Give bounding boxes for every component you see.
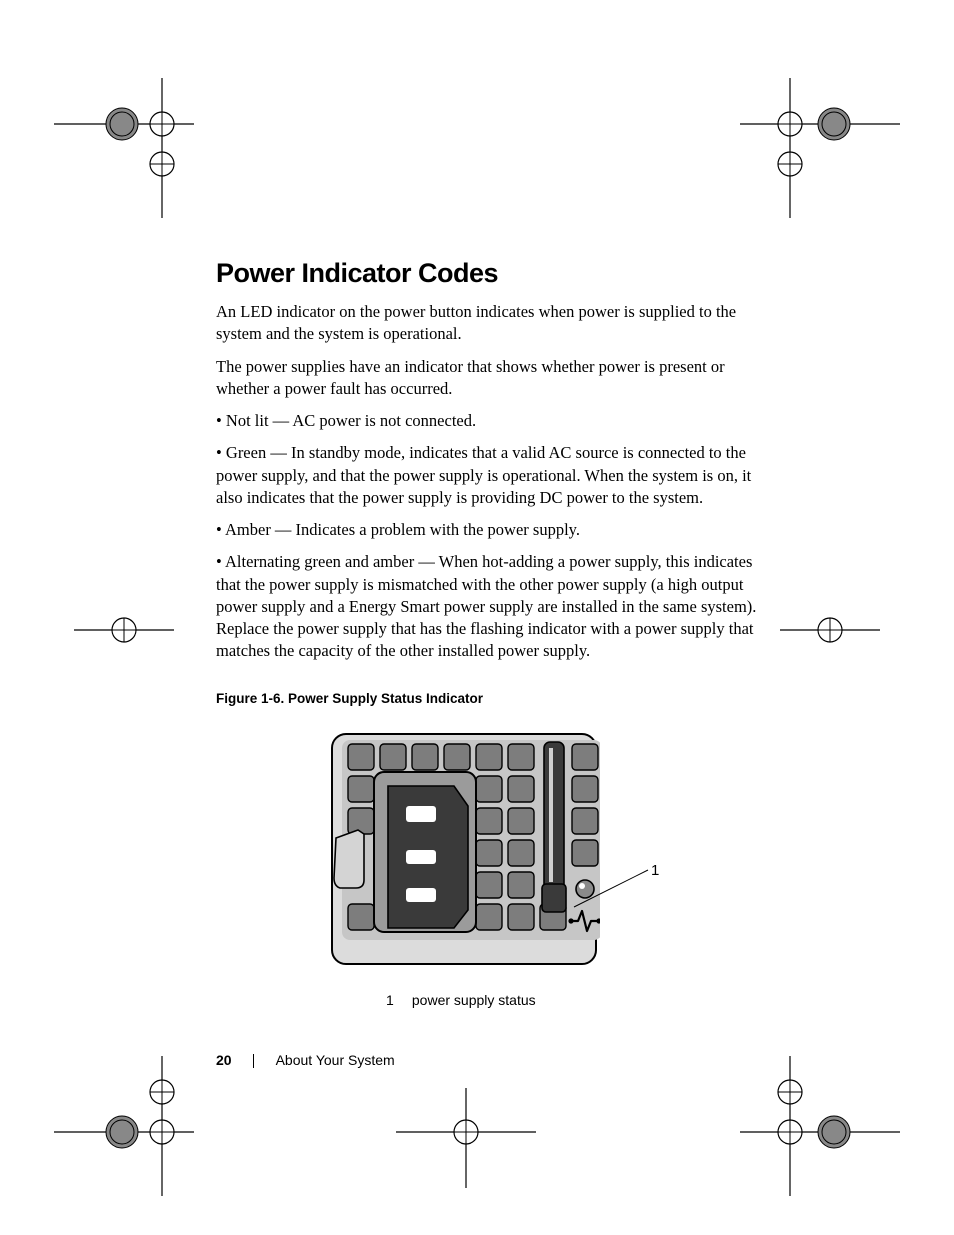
callout-1-label: 1 xyxy=(651,862,659,879)
bullet-amber: • Amber — Indicates a problem with the p… xyxy=(216,519,771,541)
crop-mark-top-right xyxy=(740,78,900,218)
bullet-not-lit: • Not lit — AC power is not connected. xyxy=(216,410,771,432)
figure-legend: 1 power supply status xyxy=(386,992,536,1008)
crop-mark-mid-right xyxy=(780,600,880,660)
bullet-green: • Green — In standby mode, indicates tha… xyxy=(216,442,771,509)
heading-power-indicator-codes: Power Indicator Codes xyxy=(216,258,771,289)
crop-mark-bottom-right xyxy=(740,1056,900,1196)
legend-text: power supply status xyxy=(412,992,536,1008)
figure-power-supply: 1 xyxy=(216,730,771,995)
page-content: Power Indicator Codes An LED indicator o… xyxy=(216,258,771,995)
paragraph-intro-2: The power supplies have an indicator tha… xyxy=(216,356,771,401)
callout-line xyxy=(216,730,771,995)
crop-mark-mid-left xyxy=(74,600,174,660)
crop-mark-top-left xyxy=(54,78,194,218)
page-number: 20 xyxy=(216,1052,232,1068)
legend-number: 1 xyxy=(386,992,408,1008)
figure-caption: Figure 1-6. Power Supply Status Indicato… xyxy=(216,691,771,706)
footer-divider xyxy=(253,1054,254,1068)
crop-mark-bottom-center xyxy=(396,1088,536,1188)
page-footer: 20 About Your System xyxy=(216,1052,395,1068)
section-title: About Your System xyxy=(276,1052,395,1068)
crop-mark-bottom-left xyxy=(54,1056,194,1196)
paragraph-intro-1: An LED indicator on the power button ind… xyxy=(216,301,771,346)
bullet-alternating: • Alternating green and amber — When hot… xyxy=(216,551,771,662)
